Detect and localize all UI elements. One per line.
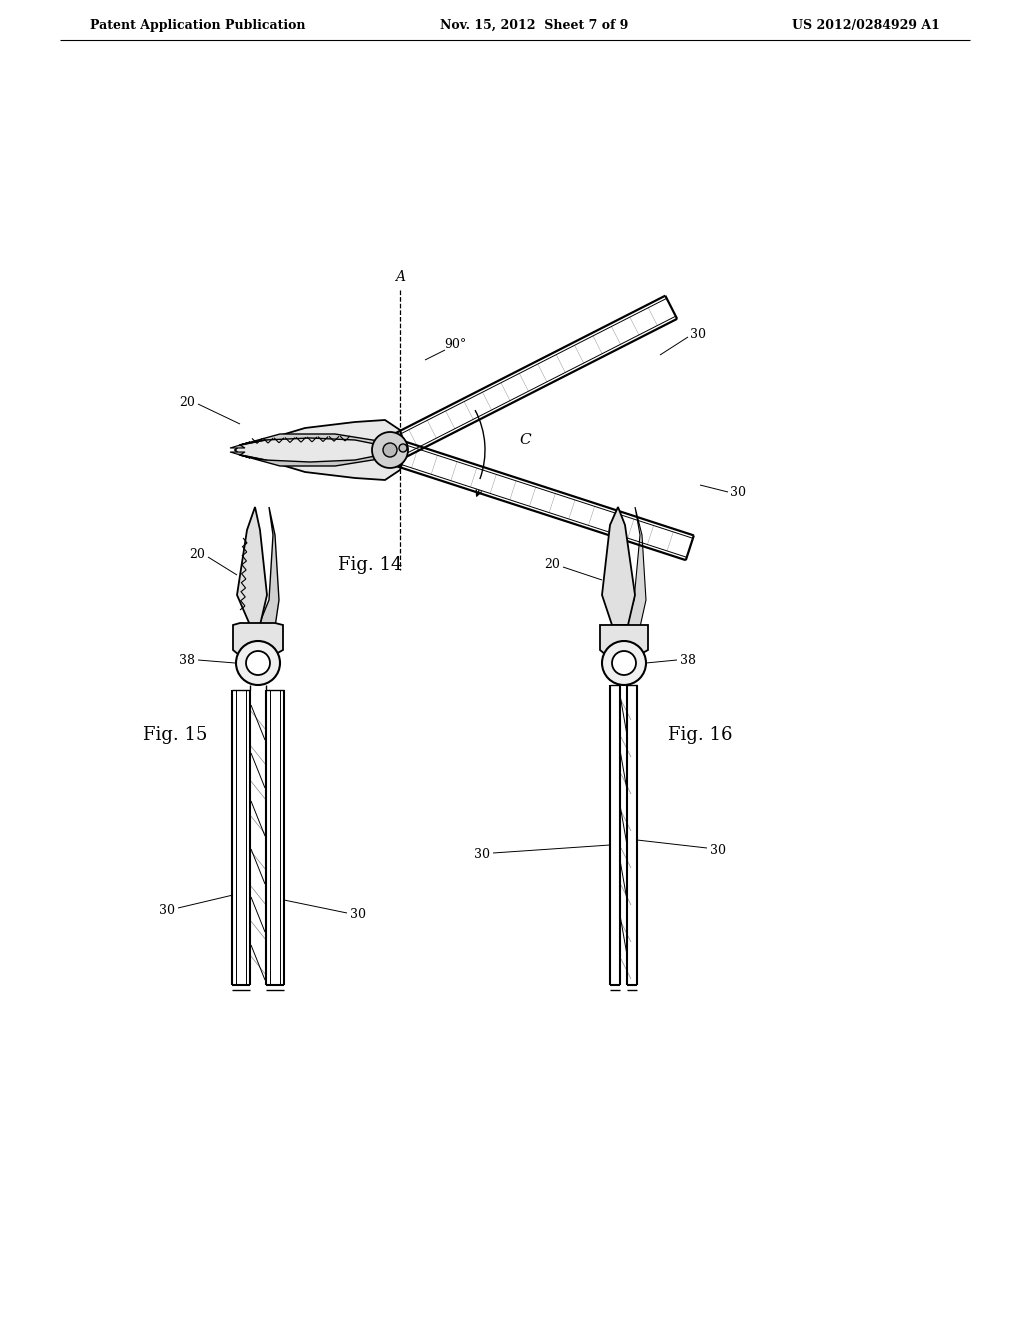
Text: US 2012/0284929 A1: US 2012/0284929 A1 <box>793 18 940 32</box>
Polygon shape <box>230 442 250 447</box>
Circle shape <box>236 642 280 685</box>
Text: 30: 30 <box>710 843 726 857</box>
Circle shape <box>399 444 407 451</box>
Text: 20: 20 <box>189 549 205 561</box>
Polygon shape <box>233 623 283 660</box>
Circle shape <box>246 651 270 675</box>
Polygon shape <box>237 507 267 624</box>
Text: C: C <box>519 433 530 447</box>
Text: 30: 30 <box>690 329 706 342</box>
Text: 30: 30 <box>474 849 490 862</box>
Polygon shape <box>240 434 385 446</box>
Polygon shape <box>258 507 279 627</box>
Polygon shape <box>240 454 385 466</box>
Circle shape <box>372 432 408 469</box>
Text: 30: 30 <box>159 903 175 916</box>
Text: 30: 30 <box>350 908 366 921</box>
Circle shape <box>383 444 397 457</box>
Polygon shape <box>626 507 646 627</box>
Text: 90°: 90° <box>443 338 466 351</box>
Text: A: A <box>395 271 406 284</box>
Polygon shape <box>234 420 406 480</box>
Polygon shape <box>600 624 648 660</box>
Circle shape <box>602 642 646 685</box>
Circle shape <box>612 651 636 675</box>
Polygon shape <box>230 451 250 458</box>
Text: 38: 38 <box>680 653 696 667</box>
Text: 30: 30 <box>730 486 746 499</box>
Text: Fig. 14: Fig. 14 <box>338 556 402 574</box>
Text: Fig. 16: Fig. 16 <box>668 726 732 744</box>
Text: Patent Application Publication: Patent Application Publication <box>90 18 305 32</box>
Text: Nov. 15, 2012  Sheet 7 of 9: Nov. 15, 2012 Sheet 7 of 9 <box>440 18 629 32</box>
Text: 20: 20 <box>179 396 195 408</box>
Text: 20: 20 <box>544 558 560 572</box>
Text: Fig. 15: Fig. 15 <box>142 726 207 744</box>
Polygon shape <box>602 507 635 624</box>
Text: 38: 38 <box>179 653 195 667</box>
